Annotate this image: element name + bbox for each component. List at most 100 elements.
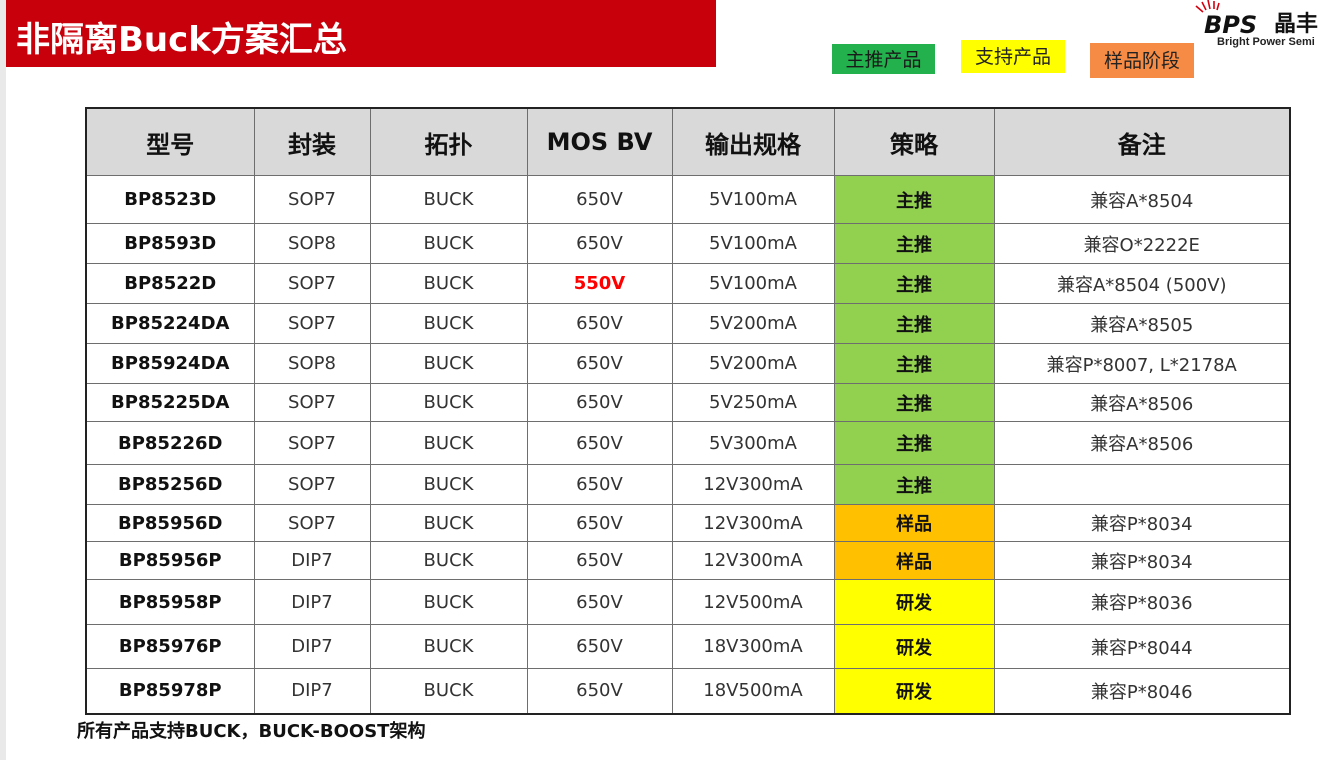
cell-model: BP85956P — [85, 541, 255, 580]
cell-strategy: 主推 — [833, 303, 995, 344]
company-logo: BPS 晶丰 Bright Power Semi — [1192, 0, 1319, 60]
cell-model: BP85956D — [85, 504, 255, 542]
logo-brand-mark: BPS — [1204, 11, 1257, 39]
cell-remarks: 兼容O*2222E — [993, 223, 1291, 264]
cell-package: SOP7 — [253, 303, 371, 344]
cell-remarks: 兼容P*8036 — [993, 579, 1291, 625]
cell-remarks: 兼容A*8505 — [993, 303, 1291, 344]
table-row: BP8522D SOP7 BUCK 550V 5V100mA 主推 兼容A*8504 (50… — [85, 263, 1291, 304]
cell-remarks: 兼容P*8034 — [993, 504, 1291, 542]
cell-strategy: 主推 — [833, 464, 995, 505]
cell-remarks: 兼容A*8506 — [993, 383, 1291, 422]
cell-package: DIP7 — [253, 541, 371, 580]
cell-package: SOP7 — [253, 504, 371, 542]
cell-output-spec: 5V200mA — [671, 303, 835, 344]
cell-mos-bv: 650V — [526, 624, 673, 669]
cell-model: BP8522D — [85, 263, 255, 304]
cell-model: BP85976P — [85, 624, 255, 669]
cell-package: SOP8 — [253, 343, 371, 384]
cell-package: DIP7 — [253, 624, 371, 669]
table-row: BP85976P DIP7 BUCK 650V 18V300mA 研发 兼容P*8044 — [85, 624, 1291, 669]
cell-strategy: 主推 — [833, 223, 995, 264]
table-row: BP85256D SOP7 BUCK 650V 12V300mA 主推 — [85, 464, 1291, 505]
header-remarks: 备注 — [993, 107, 1291, 176]
table-row: BP8523D SOP7 BUCK 650V 5V100mA 主推 兼容A*8504 — [85, 175, 1291, 224]
cell-topology: BUCK — [369, 504, 528, 542]
cell-mos-bv: 650V — [526, 175, 673, 224]
cell-strategy: 样品 — [833, 504, 995, 542]
cell-model: BP85225DA — [85, 383, 255, 422]
cell-package: DIP7 — [253, 579, 371, 625]
cell-output-spec: 5V100mA — [671, 175, 835, 224]
cell-strategy: 研发 — [833, 668, 995, 714]
product-table-container: 型号 封装 拓扑 MOS BV 输出规格 策略 备注 BP8523D SOP7 BU… — [85, 107, 1291, 715]
cell-package: SOP7 — [253, 263, 371, 304]
cell-remarks: 兼容A*8506 — [993, 421, 1291, 465]
cell-strategy: 研发 — [833, 624, 995, 669]
cell-mos-bv: 650V — [526, 579, 673, 625]
cell-topology: BUCK — [369, 175, 528, 224]
cell-mos-bv: 650V — [526, 504, 673, 542]
cell-output-spec: 5V200mA — [671, 343, 835, 384]
cell-model: BP8523D — [85, 175, 255, 224]
cell-strategy: 主推 — [833, 421, 995, 465]
cell-mos-bv: 650V — [526, 223, 673, 264]
page-title: 非隔离Buck方案汇总 — [16, 20, 347, 60]
product-table: 型号 封装 拓扑 MOS BV 输出规格 策略 备注 BP8523D SOP7 BU… — [85, 107, 1291, 715]
table-row: BP85956D SOP7 BUCK 650V 12V300mA 样品 兼容P*8034 — [85, 504, 1291, 542]
cell-package: SOP7 — [253, 383, 371, 422]
cell-package: SOP8 — [253, 223, 371, 264]
table-row: BP85224DA SOP7 BUCK 650V 5V200mA 主推 兼容A*8505 — [85, 303, 1291, 344]
cell-remarks: 兼容P*8044 — [993, 624, 1291, 669]
header-package: 封装 — [253, 107, 371, 176]
table-body: BP8523D SOP7 BUCK 650V 5V100mA 主推 兼容A*8504 BP85… — [85, 175, 1291, 714]
cell-topology: BUCK — [369, 421, 528, 465]
legend-main-product: 主推产品 — [832, 44, 935, 74]
table-row: BP8593D SOP8 BUCK 650V 5V100mA 主推 兼容O*2222E — [85, 223, 1291, 264]
cell-remarks: 兼容P*8034 — [993, 541, 1291, 580]
cell-model: BP8593D — [85, 223, 255, 264]
cell-output-spec: 18V500mA — [671, 668, 835, 714]
cell-output-spec: 12V500mA — [671, 579, 835, 625]
legend-support-product: 支持产品 — [961, 40, 1065, 73]
cell-package: DIP7 — [253, 668, 371, 714]
cell-remarks — [993, 464, 1291, 505]
cell-mos-bv: 650V — [526, 668, 673, 714]
cell-mos-bv: 650V — [526, 383, 673, 422]
cell-mos-bv: 650V — [526, 464, 673, 505]
cell-package: SOP7 — [253, 175, 371, 224]
cell-model: BP85256D — [85, 464, 255, 505]
bps-logo-icon: BPS — [1195, 0, 1257, 39]
header-model: 型号 — [85, 107, 255, 176]
cell-output-spec: 12V300mA — [671, 504, 835, 542]
cell-package: SOP7 — [253, 421, 371, 465]
cell-strategy: 研发 — [833, 579, 995, 625]
header-topology: 拓扑 — [369, 107, 528, 176]
cell-topology: BUCK — [369, 223, 528, 264]
logo-chinese-name: 晶丰 — [1274, 12, 1319, 37]
cell-output-spec: 5V300mA — [671, 421, 835, 465]
table-row: BP85978P DIP7 BUCK 650V 18V500mA 研发 兼容P*8046 — [85, 668, 1291, 714]
cell-output-spec: 5V250mA — [671, 383, 835, 422]
cell-remarks: 兼容P*8007, L*2178A — [993, 343, 1291, 384]
cell-topology: BUCK — [369, 303, 528, 344]
cell-mos-bv: 650V — [526, 343, 673, 384]
cell-strategy: 主推 — [833, 175, 995, 224]
logo-english-name: Bright Power Semi — [1217, 36, 1315, 48]
cell-topology: BUCK — [369, 343, 528, 384]
cell-mos-bv: 650V — [526, 541, 673, 580]
cell-topology: BUCK — [369, 624, 528, 669]
cell-topology: BUCK — [369, 464, 528, 505]
cell-output-spec: 12V300mA — [671, 541, 835, 580]
table-row: BP85924DA SOP8 BUCK 650V 5V200mA 主推 兼容P*8007, … — [85, 343, 1291, 384]
cell-mos-bv: 550V — [526, 263, 673, 304]
cell-remarks: 兼容P*8046 — [993, 668, 1291, 714]
cell-output-spec: 5V100mA — [671, 223, 835, 264]
table-header-row: 型号 封装 拓扑 MOS BV 输出规格 策略 备注 — [85, 107, 1291, 176]
cell-mos-bv: 650V — [526, 303, 673, 344]
cell-model: BP85224DA — [85, 303, 255, 344]
cell-strategy: 主推 — [833, 343, 995, 384]
cell-model: BP85978P — [85, 668, 255, 714]
cell-model: BP85924DA — [85, 343, 255, 384]
